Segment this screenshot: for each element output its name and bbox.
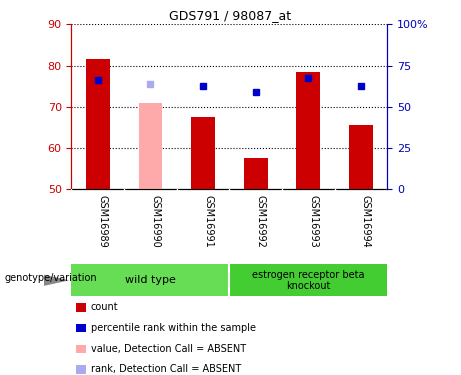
Text: GSM16994: GSM16994	[361, 195, 371, 248]
Bar	[296, 72, 320, 189]
Bar	[229, 264, 387, 296]
Text: value, Detection Call = ABSENT: value, Detection Call = ABSENT	[91, 344, 246, 354]
Polygon shape	[44, 274, 69, 286]
Text: GSM16990: GSM16990	[150, 195, 160, 248]
Bar	[86, 59, 110, 189]
Text: GSM16991: GSM16991	[203, 195, 213, 248]
Bar	[139, 103, 162, 189]
Text: GSM16989: GSM16989	[98, 195, 108, 248]
Text: GDS791 / 98087_at: GDS791 / 98087_at	[170, 9, 291, 22]
Bar	[349, 125, 373, 189]
Text: GSM16992: GSM16992	[256, 195, 266, 248]
Text: genotype/variation: genotype/variation	[5, 273, 97, 284]
Bar	[71, 264, 230, 296]
Text: estrogen receptor beta
knockout: estrogen receptor beta knockout	[252, 270, 365, 291]
Text: rank, Detection Call = ABSENT: rank, Detection Call = ABSENT	[91, 364, 241, 374]
Text: percentile rank within the sample: percentile rank within the sample	[91, 323, 256, 333]
Text: GSM16993: GSM16993	[308, 195, 318, 248]
Bar	[191, 117, 215, 189]
Text: count: count	[91, 303, 118, 312]
Bar	[244, 158, 267, 189]
Text: wild type: wild type	[125, 275, 176, 285]
